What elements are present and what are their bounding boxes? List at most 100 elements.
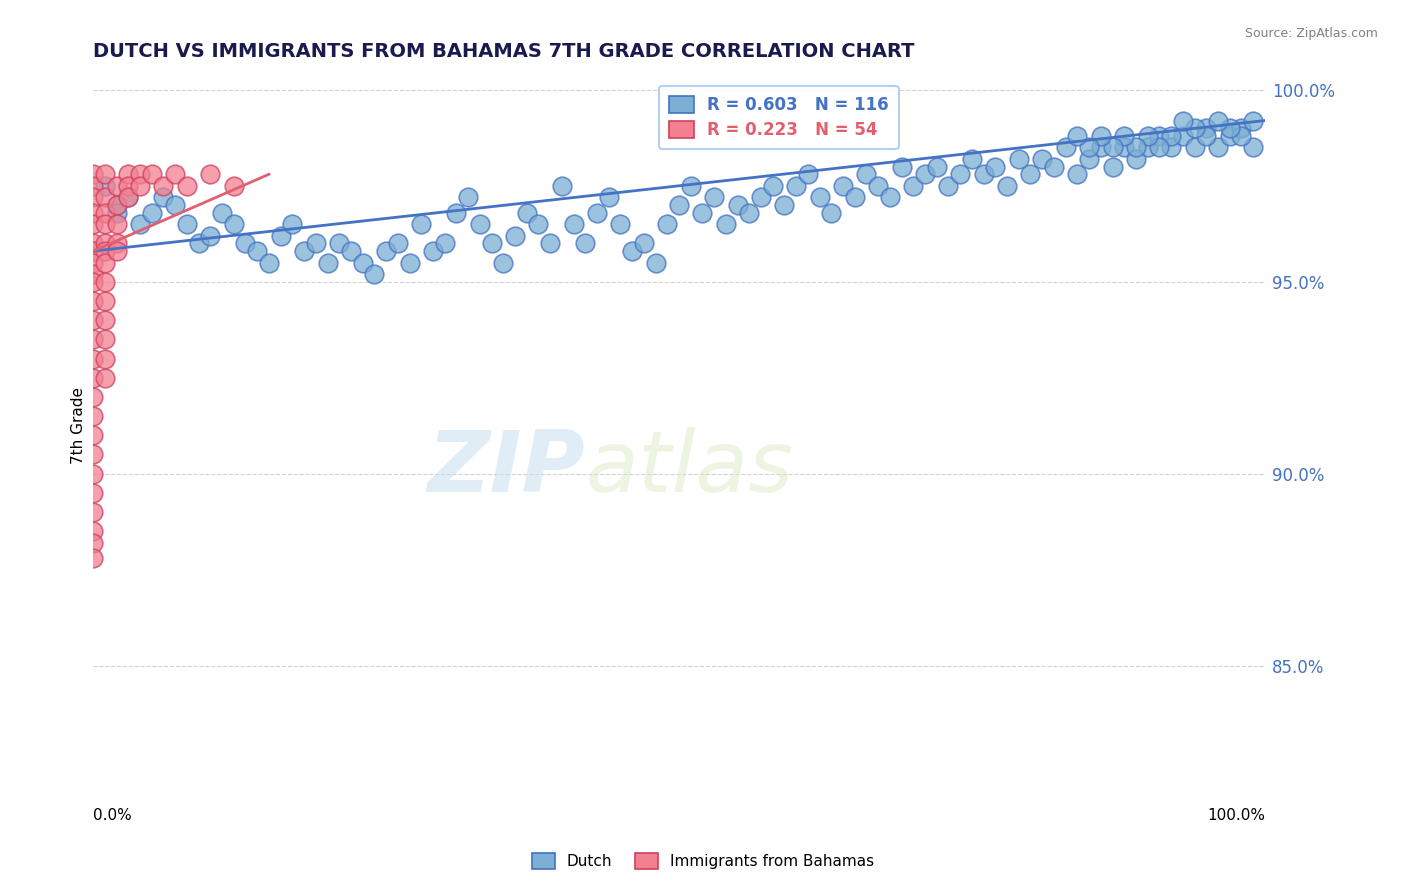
Point — [82, 244, 104, 258]
Point — [1066, 128, 1088, 143]
Point — [82, 313, 104, 327]
Point — [105, 205, 128, 219]
Point — [176, 178, 198, 193]
Point — [1101, 140, 1123, 154]
Point — [1043, 160, 1066, 174]
Point — [938, 178, 960, 193]
Point — [398, 255, 420, 269]
Point — [141, 167, 163, 181]
Point — [457, 190, 479, 204]
Point — [703, 190, 725, 204]
Point — [422, 244, 444, 258]
Point — [117, 178, 139, 193]
Point — [446, 205, 468, 219]
Point — [1136, 140, 1159, 154]
Point — [1184, 121, 1206, 136]
Point — [903, 178, 925, 193]
Point — [657, 217, 679, 231]
Point — [292, 244, 315, 258]
Point — [82, 205, 104, 219]
Point — [960, 152, 983, 166]
Point — [117, 190, 139, 204]
Point — [94, 205, 117, 219]
Text: ZIP: ZIP — [427, 426, 585, 510]
Point — [94, 332, 117, 346]
Point — [1090, 128, 1112, 143]
Point — [738, 205, 761, 219]
Point — [1066, 167, 1088, 181]
Point — [82, 167, 104, 181]
Point — [527, 217, 550, 231]
Point — [1149, 140, 1171, 154]
Point — [211, 205, 233, 219]
Point — [1019, 167, 1042, 181]
Point — [165, 167, 187, 181]
Point — [1149, 128, 1171, 143]
Point — [82, 267, 104, 281]
Point — [82, 293, 104, 308]
Point — [94, 370, 117, 384]
Point — [105, 236, 128, 251]
Point — [586, 205, 609, 219]
Point — [1031, 152, 1053, 166]
Point — [222, 217, 245, 231]
Point — [94, 217, 117, 231]
Point — [890, 160, 912, 174]
Point — [949, 167, 972, 181]
Legend: R = 0.603   N = 116, R = 0.223   N = 54: R = 0.603 N = 116, R = 0.223 N = 54 — [658, 87, 898, 149]
Point — [176, 217, 198, 231]
Point — [82, 236, 104, 251]
Point — [129, 167, 152, 181]
Point — [879, 190, 901, 204]
Point — [141, 205, 163, 219]
Point — [1008, 152, 1031, 166]
Point — [200, 167, 222, 181]
Point — [1114, 140, 1136, 154]
Text: 0.0%: 0.0% — [93, 808, 132, 823]
Point — [1171, 128, 1194, 143]
Point — [984, 160, 1007, 174]
Point — [808, 190, 831, 204]
Point — [1230, 121, 1253, 136]
Point — [1136, 128, 1159, 143]
Point — [117, 190, 139, 204]
Point — [762, 178, 785, 193]
Point — [644, 255, 666, 269]
Point — [598, 190, 620, 204]
Point — [1230, 128, 1253, 143]
Point — [433, 236, 456, 251]
Point — [692, 205, 714, 219]
Point — [94, 351, 117, 366]
Point — [363, 267, 385, 281]
Point — [105, 198, 128, 212]
Point — [94, 255, 117, 269]
Point — [82, 190, 104, 204]
Point — [82, 505, 104, 519]
Point — [481, 236, 503, 251]
Point — [187, 236, 209, 251]
Point — [609, 217, 631, 231]
Point — [257, 255, 280, 269]
Point — [82, 467, 104, 481]
Point — [117, 167, 139, 181]
Point — [1195, 128, 1218, 143]
Point — [82, 447, 104, 461]
Point — [1114, 128, 1136, 143]
Point — [82, 524, 104, 539]
Point — [94, 190, 117, 204]
Point — [82, 390, 104, 404]
Point — [105, 198, 128, 212]
Point — [82, 486, 104, 500]
Point — [538, 236, 561, 251]
Text: atlas: atlas — [585, 426, 793, 510]
Point — [668, 198, 690, 212]
Point — [222, 178, 245, 193]
Point — [305, 236, 328, 251]
Point — [82, 351, 104, 366]
Point — [82, 535, 104, 549]
Point — [165, 198, 187, 212]
Point — [82, 332, 104, 346]
Point — [773, 198, 796, 212]
Point — [82, 409, 104, 423]
Point — [82, 178, 104, 193]
